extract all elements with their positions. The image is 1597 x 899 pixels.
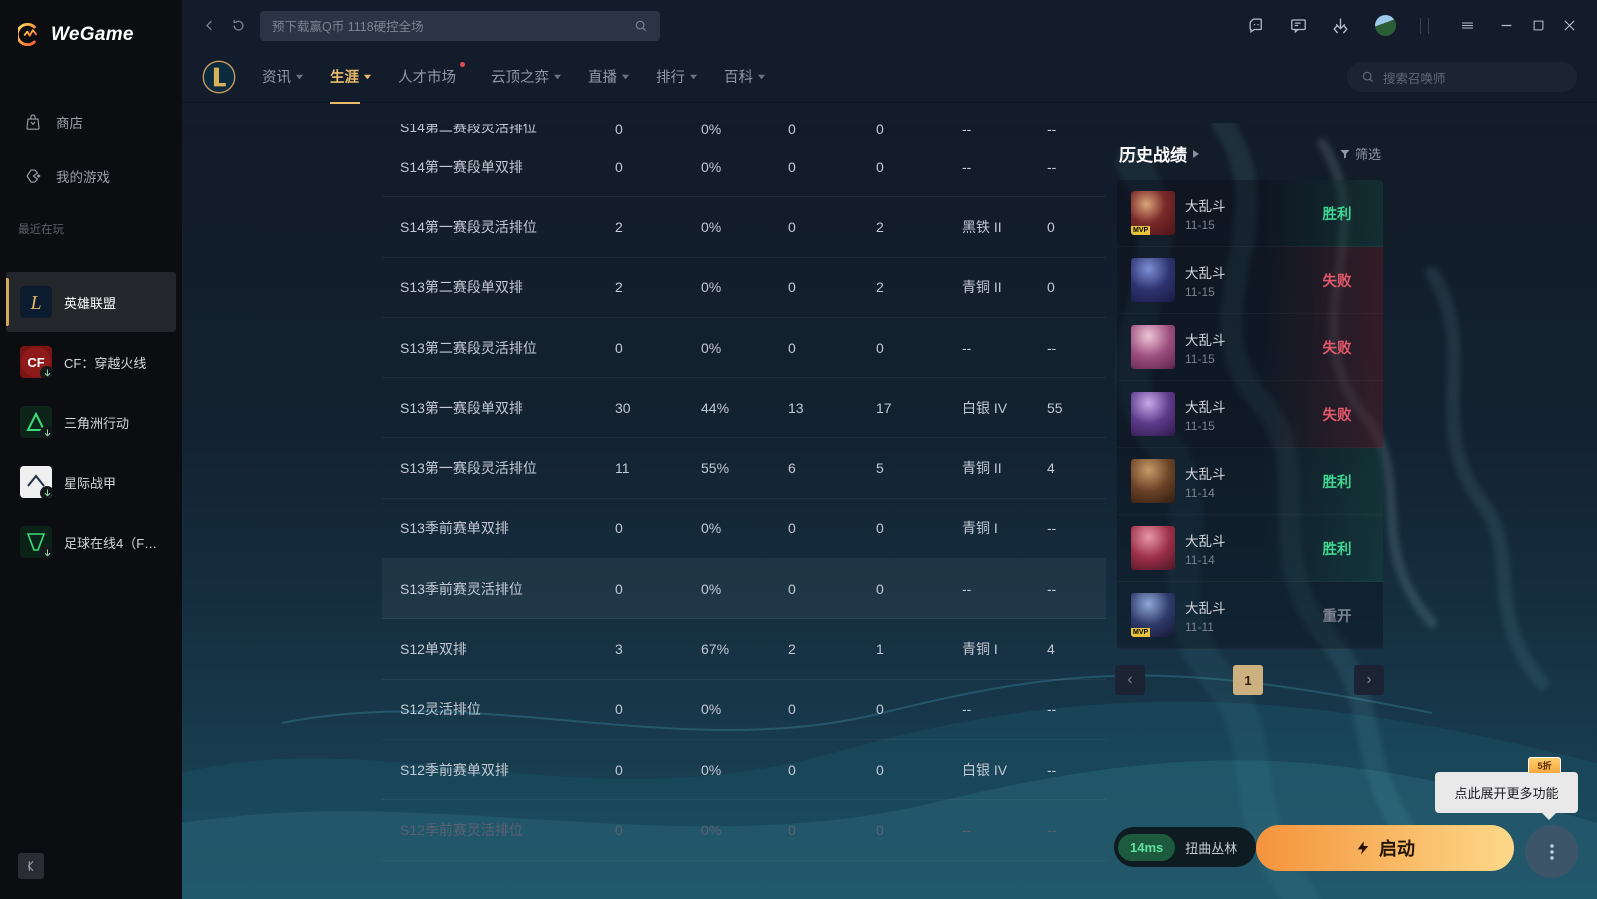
svg-text:L: L — [29, 292, 41, 314]
